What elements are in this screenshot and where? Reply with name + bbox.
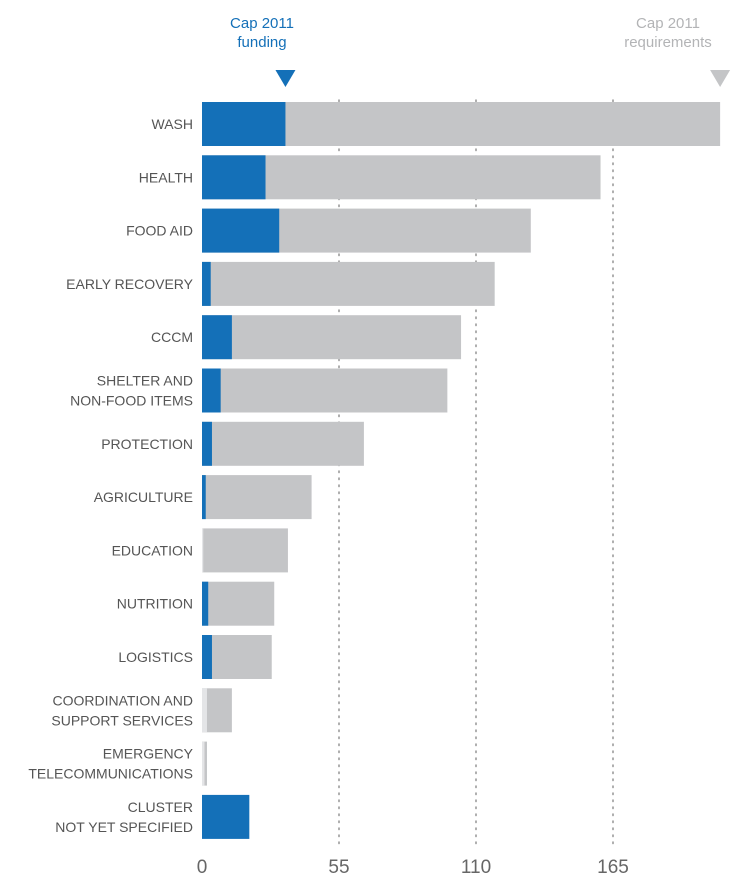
- x-tick-label: 0: [197, 857, 208, 876]
- legend-requirements-marker-icon: [710, 70, 731, 87]
- legend-requirements-label: requirements: [624, 34, 712, 51]
- x-tick-label: 55: [328, 857, 349, 876]
- category-label: AGRICULTURE: [94, 489, 193, 505]
- bar-funding: [202, 261, 211, 306]
- bar-funding: [202, 315, 232, 360]
- bar-funding: [202, 421, 212, 466]
- category-label: TELECOMMUNICATIONS: [28, 766, 193, 782]
- x-tick-label: 165: [597, 857, 629, 876]
- legend-funding-label: funding: [237, 34, 286, 51]
- category-label: CCCM: [151, 329, 193, 345]
- bar-requirements: [202, 261, 495, 306]
- category-label: SHELTER AND: [97, 373, 193, 389]
- category-label: EDUCATION: [112, 542, 193, 558]
- bar-funding: [202, 368, 221, 413]
- legend-funding-marker-icon: [275, 70, 296, 87]
- bar-requirements: [202, 102, 721, 146]
- bar-requirements: [202, 475, 312, 520]
- legend-funding-label: Cap 2011: [230, 15, 294, 32]
- category-label: NUTRITION: [117, 596, 193, 612]
- bar-funding: [202, 794, 250, 839]
- bar-funding: [202, 528, 204, 573]
- category-label: COORDINATION AND: [52, 692, 193, 708]
- category-label: LOGISTICS: [118, 649, 193, 665]
- bar-requirements: [202, 581, 275, 626]
- bar-funding: [202, 581, 209, 626]
- category-label: SUPPORT SERVICES: [51, 712, 193, 728]
- category-label: NON-FOOD ITEMS: [70, 393, 193, 409]
- bar-requirements: [202, 368, 448, 413]
- bar-funding: [202, 635, 212, 679]
- bar-funding: [202, 208, 280, 253]
- category-label: EMERGENCY: [103, 746, 194, 762]
- category-label: WASH: [152, 116, 193, 132]
- bar-funding: [202, 688, 207, 733]
- bar-requirements: [202, 421, 364, 466]
- bar-funding: [202, 155, 266, 200]
- bar-requirements: [202, 635, 272, 679]
- category-label: HEALTH: [139, 169, 193, 185]
- bar-funding: [202, 475, 206, 520]
- category-label: PROTECTION: [101, 436, 193, 452]
- category-label: FOOD AID: [126, 223, 193, 239]
- bar-requirements: [202, 315, 462, 360]
- bar-funding: [202, 741, 205, 786]
- category-label: CLUSTER: [128, 799, 193, 815]
- category-label: NOT YET SPECIFIED: [55, 819, 193, 835]
- legend-requirements-label: Cap 2011: [636, 15, 700, 32]
- bar-requirements: [202, 528, 288, 573]
- bar-requirements: [202, 155, 601, 200]
- category-label: EARLY RECOVERY: [66, 276, 193, 292]
- bar-funding: [202, 102, 286, 146]
- x-tick-label: 110: [461, 857, 491, 876]
